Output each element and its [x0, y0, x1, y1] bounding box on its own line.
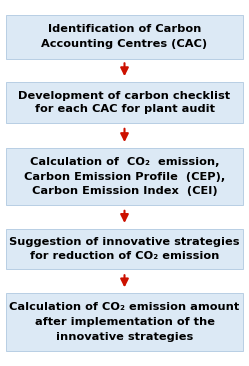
Text: Suggestion of innovative strategies: Suggestion of innovative strategies: [9, 237, 240, 247]
Text: Carbon Emission Index  (CEI): Carbon Emission Index (CEI): [32, 186, 217, 196]
Text: Calculation of CO₂ emission amount: Calculation of CO₂ emission amount: [9, 302, 240, 313]
Text: Accounting Centres (CAC): Accounting Centres (CAC): [41, 39, 208, 49]
FancyBboxPatch shape: [6, 15, 243, 59]
Text: Identification of Carbon: Identification of Carbon: [48, 24, 201, 34]
Text: Carbon Emission Profile  (CEP),: Carbon Emission Profile (CEP),: [24, 172, 225, 182]
Text: for each CAC for plant audit: for each CAC for plant audit: [35, 104, 214, 114]
Text: Calculation of  CO₂  emission,: Calculation of CO₂ emission,: [30, 157, 219, 167]
Text: for reduction of CO₂ emission: for reduction of CO₂ emission: [30, 251, 219, 261]
Text: innovative strategies: innovative strategies: [56, 332, 193, 342]
FancyBboxPatch shape: [6, 293, 243, 351]
Text: Development of carbon checklist: Development of carbon checklist: [18, 91, 231, 101]
Text: after implementation of the: after implementation of the: [35, 317, 214, 327]
FancyBboxPatch shape: [6, 148, 243, 205]
FancyBboxPatch shape: [6, 82, 243, 123]
FancyBboxPatch shape: [6, 229, 243, 269]
